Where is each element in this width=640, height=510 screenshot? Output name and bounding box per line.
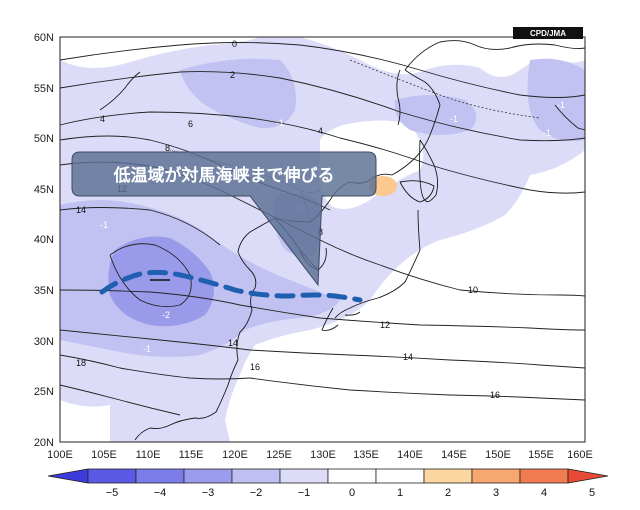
contour-labels: 0 2 4 6 4 8 12 14 8 10 12 14 16 18 14 16… [76,39,565,400]
colorbar-cell [471,468,521,484]
colorbar-label: 4 [541,487,547,499]
lon-label: 160E [567,449,593,461]
anomaly-label: -1 [276,118,284,128]
lon-label: 105E [91,449,117,461]
colorbar-label: 5 [589,487,595,499]
lat-label: 60N [34,32,54,44]
colorbar-label: −1 [298,487,311,499]
lon-label: 100E [47,449,73,461]
contour-label: 14 [228,338,238,348]
dashed-contour [349,59,541,119]
strong-anomaly-area [108,236,214,327]
lon-label: 145E [441,449,467,461]
colorbar-cell [279,468,329,484]
contour-label: 12 [380,320,390,330]
lon-label: 115E [179,449,204,461]
credit-box [513,27,583,39]
lat-label: 20N [34,437,54,449]
colorbar-right-arrow [567,468,609,484]
colorbar-cell [375,468,425,484]
contour-label: 18 [76,358,86,368]
anomaly-label: -1 [100,220,108,230]
lat-label: 50N [34,133,54,145]
callout-bubble [71,151,377,287]
colorbar-left-arrow [47,468,89,484]
callout-text: 低温域が対馬海峡まで伸びる [113,165,335,186]
cold-extent-dashed-line [99,269,363,303]
lat-label: 30N [34,336,54,348]
contour-label: 16 [250,362,260,372]
anomaly-label: -1 [543,128,551,138]
contour-label: 8 [165,143,170,153]
lon-label: 130E [310,449,336,461]
lon-label: 155E [528,449,554,461]
contour-label: 4 [318,126,323,136]
anomaly-label: -1 [557,100,565,110]
latitude-axis: 60N 55N 50N 45N 40N 35N 30N 25N 20N [34,32,54,449]
anomaly-label: -1 [143,344,151,354]
colorbar-cell [87,468,137,484]
colorbar-label: −5 [106,487,119,499]
colorbar-cell [135,468,185,484]
lat-label: 35N [34,285,54,297]
callout: 低温域が対馬海峡まで伸びる [71,151,377,287]
colorbar-label: 0 [349,487,355,499]
colorbar-cell [327,468,377,484]
colorbar-label: 3 [493,487,499,499]
contour-label: 4 [100,114,105,124]
credit-text: CPD/JMA [530,29,566,38]
map-frame [59,36,586,443]
contour-label: 6 [188,119,193,129]
contour-label: 14 [403,352,413,362]
colorbar-label: 1 [397,487,403,499]
colorbar-cell [423,468,473,484]
colorbar-cell [183,468,233,484]
contour-label: 14 [76,205,86,215]
longitude-axis: 100E 105E 110E 115E 120E 125E 130E 135E … [47,449,593,461]
lon-label: 125E [266,449,292,461]
colorbar-label: −4 [154,487,167,499]
lat-label: 25N [34,386,54,398]
lon-label: 150E [485,449,511,461]
anomaly-label: -2 [162,310,170,320]
contour-label: 2 [230,70,235,80]
contour-label: 10 [468,285,478,295]
lon-label: 135E [353,449,379,461]
lon-label: 140E [397,449,423,461]
lat-label: 45N [34,184,54,196]
contour-label: 0 [232,39,237,49]
contour-label: 16 [490,390,500,400]
colorbar-cell [519,468,569,484]
colorbar-label: 2 [445,487,451,499]
lon-label: 120E [222,449,248,461]
lat-label: 40N [34,234,54,246]
anomaly-label: -1 [450,114,458,124]
lat-label: 55N [34,83,54,95]
lon-label: 110E [136,449,161,461]
colorbar: −5 −4 −3 −2 −1 0 1 2 3 4 5 [47,468,609,499]
colorbar-label: −2 [250,487,263,499]
colorbar-label: −3 [202,487,215,499]
colorbar-cell [231,468,281,484]
